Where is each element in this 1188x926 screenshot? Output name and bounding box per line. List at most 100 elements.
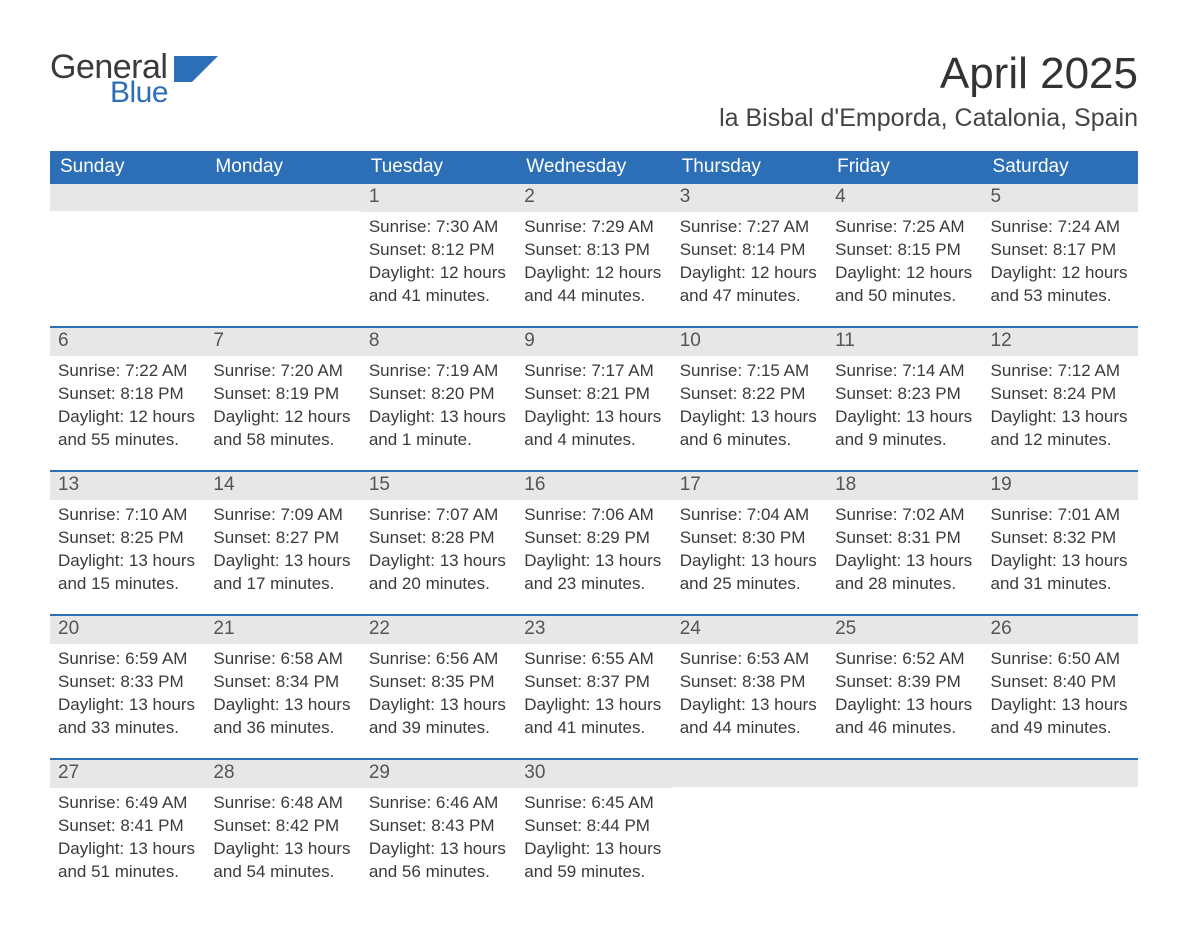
calendar-week: 20Sunrise: 6:59 AMSunset: 8:33 PMDayligh… bbox=[50, 614, 1138, 742]
weekday-header: Thursday bbox=[672, 151, 827, 184]
sun-times-line: Sunset: 8:38 PM bbox=[680, 671, 819, 694]
sun-times-line: Sunset: 8:31 PM bbox=[835, 527, 974, 550]
sun-times-line: and 6 minutes. bbox=[680, 429, 819, 452]
day-number: 26 bbox=[983, 616, 1138, 644]
sun-times-line: Sunrise: 6:55 AM bbox=[524, 648, 663, 671]
calendar-cell: 7Sunrise: 7:20 AMSunset: 8:19 PMDaylight… bbox=[205, 328, 360, 454]
calendar-cell: 24Sunrise: 6:53 AMSunset: 8:38 PMDayligh… bbox=[672, 616, 827, 742]
sun-times: Sunrise: 7:04 AMSunset: 8:30 PMDaylight:… bbox=[672, 500, 827, 596]
sun-times-line: Sunrise: 7:04 AM bbox=[680, 504, 819, 527]
sun-times-line: and 58 minutes. bbox=[213, 429, 352, 452]
day-number: 5 bbox=[983, 184, 1138, 212]
day-number: 12 bbox=[983, 328, 1138, 356]
sun-times-line: and 9 minutes. bbox=[835, 429, 974, 452]
sun-times: Sunrise: 7:22 AMSunset: 8:18 PMDaylight:… bbox=[50, 356, 205, 452]
calendar-cell: 19Sunrise: 7:01 AMSunset: 8:32 PMDayligh… bbox=[983, 472, 1138, 598]
sun-times-line: Sunset: 8:33 PM bbox=[58, 671, 197, 694]
day-number: 15 bbox=[361, 472, 516, 500]
sun-times-line: Daylight: 13 hours bbox=[991, 550, 1130, 573]
weeks-container: 1Sunrise: 7:30 AMSunset: 8:12 PMDaylight… bbox=[50, 184, 1138, 886]
sun-times: Sunrise: 6:58 AMSunset: 8:34 PMDaylight:… bbox=[205, 644, 360, 740]
calendar-cell: 3Sunrise: 7:27 AMSunset: 8:14 PMDaylight… bbox=[672, 184, 827, 310]
sun-times: Sunrise: 7:24 AMSunset: 8:17 PMDaylight:… bbox=[983, 212, 1138, 308]
calendar-week: 13Sunrise: 7:10 AMSunset: 8:25 PMDayligh… bbox=[50, 470, 1138, 598]
weekday-header: Wednesday bbox=[516, 151, 671, 184]
sun-times-line: Sunset: 8:12 PM bbox=[369, 239, 508, 262]
calendar-cell: 4Sunrise: 7:25 AMSunset: 8:15 PMDaylight… bbox=[827, 184, 982, 310]
day-number: 6 bbox=[50, 328, 205, 356]
sun-times-line: Sunrise: 7:10 AM bbox=[58, 504, 197, 527]
sun-times: Sunrise: 6:55 AMSunset: 8:37 PMDaylight:… bbox=[516, 644, 671, 740]
day-number: 8 bbox=[361, 328, 516, 356]
calendar-cell bbox=[983, 760, 1138, 886]
calendar-cell: 12Sunrise: 7:12 AMSunset: 8:24 PMDayligh… bbox=[983, 328, 1138, 454]
day-number: 21 bbox=[205, 616, 360, 644]
sun-times-line: Sunrise: 7:14 AM bbox=[835, 360, 974, 383]
sun-times-line: Sunset: 8:27 PM bbox=[213, 527, 352, 550]
weekday-header: Sunday bbox=[50, 151, 205, 184]
calendar-cell: 21Sunrise: 6:58 AMSunset: 8:34 PMDayligh… bbox=[205, 616, 360, 742]
calendar-cell: 29Sunrise: 6:46 AMSunset: 8:43 PMDayligh… bbox=[361, 760, 516, 886]
sun-times-line: Daylight: 13 hours bbox=[213, 838, 352, 861]
sun-times-line: Sunrise: 6:59 AM bbox=[58, 648, 197, 671]
sun-times-line: Sunset: 8:18 PM bbox=[58, 383, 197, 406]
sun-times-line: Sunrise: 6:45 AM bbox=[524, 792, 663, 815]
calendar-cell: 20 Sunrise: 6:59 AMSunset: 8:33 PMDayligh… bbox=[50, 616, 205, 742]
sun-times-line: Sunset: 8:13 PM bbox=[524, 239, 663, 262]
sun-times-line: Sunrise: 6:50 AM bbox=[991, 648, 1130, 671]
calendar-cell: 1Sunrise: 7:30 AMSunset: 8:12 PMDaylight… bbox=[361, 184, 516, 310]
weekday-header: Tuesday bbox=[361, 151, 516, 184]
sun-times: Sunrise: 7:09 AMSunset: 8:27 PMDaylight:… bbox=[205, 500, 360, 596]
sun-times-line: Sunset: 8:43 PM bbox=[369, 815, 508, 838]
day-number: 13 bbox=[50, 472, 205, 500]
sun-times-line: Sunset: 8:41 PM bbox=[58, 815, 197, 838]
title-block: April 2025 la Bisbal d'Emporda, Cataloni… bbox=[719, 50, 1138, 133]
sun-times: Sunrise: 6:50 AMSunset: 8:40 PMDaylight:… bbox=[983, 644, 1138, 740]
sun-times-line: Daylight: 13 hours bbox=[58, 550, 197, 573]
sun-times-line: Sunset: 8:23 PM bbox=[835, 383, 974, 406]
sun-times-line: Sunrise: 7:27 AM bbox=[680, 216, 819, 239]
sun-times: Sunrise: 7:20 AMSunset: 8:19 PMDaylight:… bbox=[205, 356, 360, 452]
sun-times: Sunrise: 6:49 AMSunset: 8:41 PMDaylight:… bbox=[50, 788, 205, 884]
header: General Blue April 2025 la Bisbal d'Empo… bbox=[50, 50, 1138, 133]
day-number: 25 bbox=[827, 616, 982, 644]
day-number: 1 bbox=[361, 184, 516, 212]
sun-times-line: Daylight: 13 hours bbox=[58, 694, 197, 717]
day-number: 3 bbox=[672, 184, 827, 212]
sun-times-line: Sunset: 8:29 PM bbox=[524, 527, 663, 550]
sun-times-line: and 25 minutes. bbox=[680, 573, 819, 596]
day-number bbox=[983, 760, 1138, 787]
day-number: 4 bbox=[827, 184, 982, 212]
calendar-cell: 25Sunrise: 6:52 AMSunset: 8:39 PMDayligh… bbox=[827, 616, 982, 742]
calendar-cell: 18Sunrise: 7:02 AMSunset: 8:31 PMDayligh… bbox=[827, 472, 982, 598]
sun-times-line: Daylight: 13 hours bbox=[835, 694, 974, 717]
sun-times-line: and 17 minutes. bbox=[213, 573, 352, 596]
sun-times-line: Sunset: 8:15 PM bbox=[835, 239, 974, 262]
day-number bbox=[50, 184, 205, 211]
sun-times-line: Sunrise: 7:07 AM bbox=[369, 504, 508, 527]
sun-times-line: Daylight: 13 hours bbox=[213, 694, 352, 717]
day-number: 22 bbox=[361, 616, 516, 644]
sun-times-line: Sunrise: 7:29 AM bbox=[524, 216, 663, 239]
sun-times-line: Sunset: 8:34 PM bbox=[213, 671, 352, 694]
sun-times-line: Sunset: 8:20 PM bbox=[369, 383, 508, 406]
sun-times-line: Sunset: 8:32 PM bbox=[991, 527, 1130, 550]
sun-times-line: Sunrise: 7:15 AM bbox=[680, 360, 819, 383]
calendar: Sunday Monday Tuesday Wednesday Thursday… bbox=[50, 151, 1138, 886]
calendar-week: 1Sunrise: 7:30 AMSunset: 8:12 PMDaylight… bbox=[50, 184, 1138, 310]
sun-times: Sunrise: 6:53 AMSunset: 8:38 PMDaylight:… bbox=[672, 644, 827, 740]
brand-logo: General Blue bbox=[50, 50, 218, 108]
calendar-cell: 9Sunrise: 7:17 AMSunset: 8:21 PMDaylight… bbox=[516, 328, 671, 454]
sun-times-line: Sunset: 8:22 PM bbox=[680, 383, 819, 406]
sun-times: Sunrise: 7:14 AMSunset: 8:23 PMDaylight:… bbox=[827, 356, 982, 452]
sun-times: Sunrise: 7:19 AMSunset: 8:20 PMDaylight:… bbox=[361, 356, 516, 452]
sun-times-line: Sunrise: 7:01 AM bbox=[991, 504, 1130, 527]
sun-times: Sunrise: 7:07 AMSunset: 8:28 PMDaylight:… bbox=[361, 500, 516, 596]
calendar-cell: 13Sunrise: 7:10 AMSunset: 8:25 PMDayligh… bbox=[50, 472, 205, 598]
sun-times-line: and 49 minutes. bbox=[991, 717, 1130, 740]
sun-times-line: and 28 minutes. bbox=[835, 573, 974, 596]
sun-times-line: Sunrise: 6:53 AM bbox=[680, 648, 819, 671]
day-number: 20 bbox=[50, 616, 205, 644]
sun-times-line: Sunrise: 6:56 AM bbox=[369, 648, 508, 671]
sun-times-line: Daylight: 13 hours bbox=[835, 550, 974, 573]
